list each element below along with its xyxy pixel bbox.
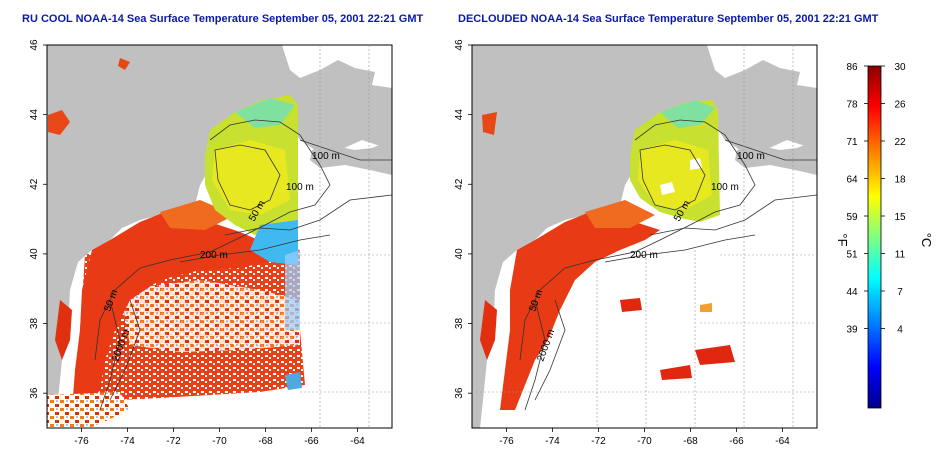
colorbar-c-tick-label: 30 <box>894 62 906 73</box>
right-grid <box>472 45 817 428</box>
right-land <box>472 45 817 428</box>
right-lon-tick-label: -66 <box>729 436 744 447</box>
colorbar-fahrenheit-label: °F <box>835 233 850 246</box>
colorbar-c-tick-label: 7 <box>897 287 903 298</box>
right-lat-tick-label: 42 <box>454 178 465 190</box>
left-lon-tick-label: -66 <box>304 436 319 447</box>
left-lat-tick-label: 40 <box>29 248 40 260</box>
contour-label-200m: 200 m <box>200 250 228 261</box>
colorbar-gradient <box>867 65 882 409</box>
colorbar-f-tick-label: 86 <box>846 62 858 73</box>
contour-label-100m-b-right: 100 m <box>711 182 739 193</box>
left-map-title: RU COOL NOAA-14 Sea Surface Temperature … <box>22 13 424 25</box>
colorbar-c-tick-label: 11 <box>895 250 906 261</box>
colorbar: 86 78 71 64 59 51 44 39 30 26 22 18 15 11 7 4 °F °C <box>835 62 934 409</box>
left-lat-tick-label: 38 <box>29 318 40 330</box>
right-map-title: DECLOUDED NOAA-14 Sea Surface Temperatur… <box>458 13 879 25</box>
right-lon-tick-label: -70 <box>637 436 652 447</box>
right-lat-ticks: 36 38 40 42 44 46 <box>454 39 472 399</box>
left-lon-tick-label: -74 <box>120 436 135 447</box>
left-lon-ticks: -76 -74 -72 -70 -68 -66 -64 <box>74 428 365 447</box>
right-lat-tick-label: 36 <box>454 387 465 399</box>
colorbar-c-tick-label: 22 <box>894 137 906 148</box>
colorbar-c-tick-label: 4 <box>897 325 903 336</box>
colorbar-f-tick-label: 39 <box>846 325 858 336</box>
right-map: 100 m 100 m 50 m 200 m 50 m 2000 m -76 -7… <box>454 39 818 447</box>
left-lat-tick-label: 46 <box>29 39 40 51</box>
colorbar-c-tick-label: 15 <box>894 212 906 223</box>
right-lon-tick-label: -76 <box>499 436 514 447</box>
colorbar-f-tick-label: 59 <box>846 212 858 223</box>
colorbar-celsius-ticks: 30 26 22 18 15 11 7 4 <box>881 62 906 336</box>
contour-label-100m-a-right: 100 m <box>737 151 765 162</box>
colorbar-f-tick-label: 51 <box>846 250 858 261</box>
colorbar-fahrenheit-ticks: 86 78 71 64 59 51 44 39 <box>846 62 868 336</box>
left-bathymetry-contours <box>94 119 392 411</box>
colorbar-celsius-label: °C <box>919 233 934 248</box>
left-lon-tick-label: -64 <box>350 436 365 447</box>
right-lat-tick-label: 46 <box>454 39 465 51</box>
left-lat-tick-label: 44 <box>29 109 40 121</box>
left-lon-tick-label: -70 <box>212 436 227 447</box>
left-lon-tick-label: -76 <box>74 436 89 447</box>
left-lat-tick-label: 42 <box>29 178 40 190</box>
contour-label-100m-b: 100 m <box>286 182 314 193</box>
right-lon-ticks: -76 -74 -72 -70 -68 -66 -64 <box>499 428 790 447</box>
colorbar-f-tick-label: 44 <box>846 287 858 298</box>
right-lat-tick-label: 40 <box>454 248 465 260</box>
colorbar-c-tick-label: 18 <box>894 175 906 186</box>
right-lat-tick-label: 44 <box>454 109 465 121</box>
left-land <box>47 45 392 428</box>
left-lon-tick-label: -68 <box>258 436 273 447</box>
contour-label-100m-a: 100 m <box>312 151 340 162</box>
right-lon-tick-label: -64 <box>775 436 790 447</box>
right-lon-tick-label: -74 <box>545 436 560 447</box>
right-bathymetry-contours <box>519 119 817 411</box>
left-warm-shelf <box>72 205 285 410</box>
contour-label-200m-right: 200 m <box>630 250 658 261</box>
colorbar-f-tick-label: 71 <box>846 137 858 148</box>
right-lon-tick-label: -68 <box>683 436 698 447</box>
left-lat-tick-label: 36 <box>29 387 40 399</box>
colorbar-f-tick-label: 78 <box>846 100 858 111</box>
left-map: 100 m 100 m 50 m 200 m 50 m 2000 m -76 -7… <box>29 39 393 447</box>
right-warm-shelf <box>500 205 660 410</box>
right-lat-tick-label: 38 <box>454 318 465 330</box>
left-lon-tick-label: -72 <box>166 436 181 447</box>
colorbar-f-tick-label: 64 <box>846 175 858 186</box>
left-lat-ticks: 36 38 40 42 44 46 <box>29 39 47 399</box>
left-grid <box>296 45 392 428</box>
colorbar-c-tick-label: 26 <box>894 100 906 111</box>
right-lon-tick-label: -72 <box>591 436 606 447</box>
